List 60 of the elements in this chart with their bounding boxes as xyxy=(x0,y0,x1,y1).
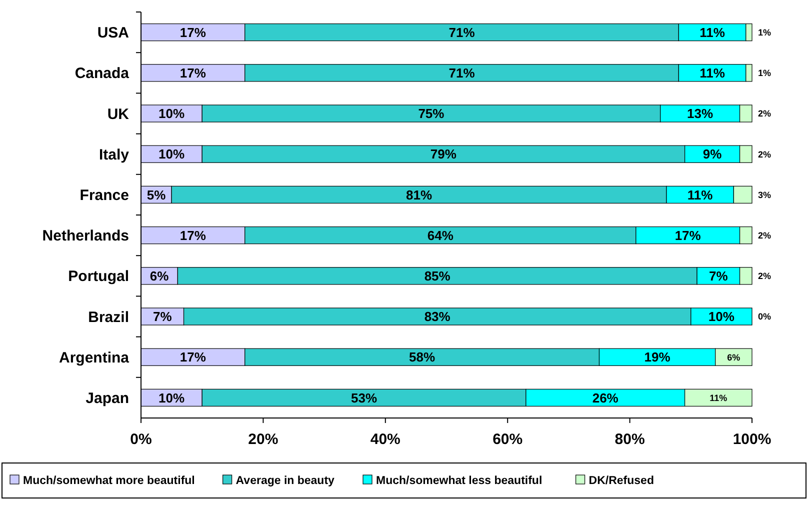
y-tick-label: Italy xyxy=(98,146,130,164)
y-tick-label: USA xyxy=(97,24,130,42)
data-label: 19% xyxy=(644,350,671,365)
data-label: 5% xyxy=(146,187,166,202)
y-tick-label: Netherlands xyxy=(42,228,129,245)
data-label: 75% xyxy=(418,106,445,122)
x-tick-label: 80% xyxy=(614,431,645,448)
data-label: 71% xyxy=(448,65,476,80)
data-label: 7% xyxy=(152,309,172,324)
data-label: 10% xyxy=(158,390,185,406)
x-tick-label: 60% xyxy=(492,431,523,448)
data-label: 0% xyxy=(758,312,772,322)
legend-label: Much/somewhat less beautiful xyxy=(376,475,542,487)
data-label: 58% xyxy=(409,350,436,365)
data-label: 83% xyxy=(424,309,451,324)
x-tick-label: 20% xyxy=(248,431,278,448)
data-label: 17% xyxy=(180,228,206,243)
data-label: 9% xyxy=(702,146,722,162)
data-label: 2% xyxy=(758,230,772,240)
x-tick-label: 40% xyxy=(370,431,400,448)
data-label: 11% xyxy=(687,187,714,202)
y-tick-label: Argentina xyxy=(58,349,130,366)
data-label: 11% xyxy=(700,24,726,40)
data-label: 6% xyxy=(150,268,170,284)
y-tick-label: Japan xyxy=(86,390,129,407)
y-tick-label: Portugal xyxy=(68,268,129,286)
data-label: 17% xyxy=(674,228,702,243)
data-label: 11% xyxy=(710,392,728,403)
legend-label: Average in beauty xyxy=(236,475,336,487)
y-tick-label: UK xyxy=(107,106,130,123)
data-label: 26% xyxy=(592,390,619,406)
data-label: 81% xyxy=(406,187,432,202)
data-label: 10% xyxy=(158,146,185,162)
legend-label: Much/somewhat more beautiful xyxy=(23,475,195,487)
data-label: 17% xyxy=(180,65,206,80)
x-tick-label: 100% xyxy=(732,431,772,448)
data-label: 64% xyxy=(427,228,454,243)
data-label: 17% xyxy=(180,24,206,40)
data-label: 79% xyxy=(430,146,457,162)
data-label: 2% xyxy=(758,149,772,160)
data-label: 7% xyxy=(708,268,728,284)
data-label: 10% xyxy=(708,309,735,324)
data-label: 71% xyxy=(448,24,476,40)
data-label: 17% xyxy=(180,350,206,365)
data-label: 2% xyxy=(758,271,772,282)
data-label: 13% xyxy=(687,106,714,122)
data-label: 3% xyxy=(758,190,772,200)
data-label: 1% xyxy=(758,27,772,38)
data-label: 2% xyxy=(758,108,772,119)
data-label: 6% xyxy=(727,352,740,362)
data-label: 10% xyxy=(158,106,185,122)
x-tick-label: 0% xyxy=(130,431,152,448)
legend-label: DK/Refused xyxy=(588,475,654,487)
y-tick-label: France xyxy=(80,186,129,204)
data-label: 11% xyxy=(700,65,726,80)
y-tick-label: Brazil xyxy=(88,308,129,326)
y-tick-label: Canada xyxy=(74,65,130,82)
data-label: 1% xyxy=(758,68,772,78)
data-label: 53% xyxy=(351,390,378,406)
data-label: 85% xyxy=(424,268,451,284)
